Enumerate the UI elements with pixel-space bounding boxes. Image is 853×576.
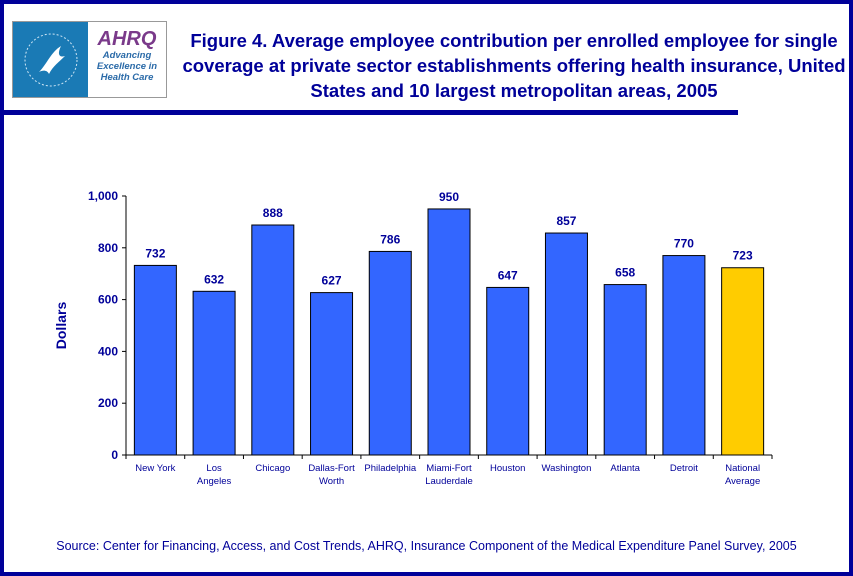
- figure-title: Figure 4. Average employee contribution …: [182, 30, 846, 101]
- logo-tagline: Advancing: [102, 50, 152, 61]
- bar: [486, 286, 530, 456]
- data-label: 647: [498, 268, 518, 282]
- bar-chart: 0 200 400 600 800 1,000 Dollars 732 New York 632 L…: [53, 189, 773, 487]
- bar: [368, 250, 412, 456]
- data-label: 786: [380, 232, 400, 246]
- source-note: Source: Center for Financing, Access, an…: [56, 539, 797, 553]
- x-tick-label: Philadelphia: [364, 463, 416, 474]
- ahrq-wordmark: AHRQ: [97, 28, 157, 50]
- data-label: 723: [733, 249, 753, 263]
- x-tick-label: National: [725, 463, 760, 474]
- x-tick-label: Average: [725, 476, 760, 487]
- y-tick-label: 200: [98, 396, 118, 410]
- ahrq-logo: AHRQ Advancing Excellence in Health Care: [12, 21, 167, 98]
- data-label: 950: [439, 190, 459, 204]
- y-tick-label: 400: [98, 344, 118, 358]
- x-tick-label: Detroit: [670, 463, 698, 474]
- data-label: 888: [263, 206, 283, 220]
- y-tick-label: 1,000: [88, 189, 118, 203]
- logo-tagline: Health Care: [100, 72, 154, 83]
- bar: [544, 232, 588, 456]
- x-tick-label: Chicago: [255, 463, 290, 474]
- data-label: 632: [204, 272, 224, 286]
- data-label: 732: [145, 246, 165, 260]
- y-tick-label: 600: [98, 293, 118, 307]
- bar: [133, 264, 177, 456]
- bar: [721, 267, 765, 456]
- bar: [310, 292, 354, 456]
- x-tick-label: New York: [135, 463, 175, 474]
- y-tick-label: 800: [98, 241, 118, 255]
- bar: [427, 208, 471, 456]
- x-tick-label: Worth: [319, 476, 344, 487]
- data-label: 658: [615, 266, 635, 280]
- x-tick-label: Washington: [542, 463, 592, 474]
- x-tick-label: Houston: [490, 463, 525, 474]
- bar: [251, 224, 295, 456]
- y-axis-label: Dollars: [53, 302, 69, 350]
- x-tick-label: Lauderdale: [425, 476, 473, 487]
- x-tick-label: Miami-Fort: [426, 463, 472, 474]
- bar: [603, 284, 647, 456]
- bar: [192, 290, 236, 456]
- bar: [662, 255, 706, 456]
- hhs-eagle-icon: [13, 22, 88, 97]
- x-tick-label: Dallas-Fort: [308, 463, 355, 474]
- data-label: 770: [674, 237, 694, 251]
- header-divider: [4, 110, 738, 115]
- x-tick-label: Angeles: [197, 476, 232, 487]
- y-tick-label: 0: [111, 448, 118, 462]
- data-label: 857: [556, 214, 576, 228]
- data-label: 627: [322, 274, 342, 288]
- logo-tagline: Excellence in: [96, 61, 158, 72]
- x-tick-label: Los: [206, 463, 222, 474]
- x-tick-label: Atlanta: [610, 463, 640, 474]
